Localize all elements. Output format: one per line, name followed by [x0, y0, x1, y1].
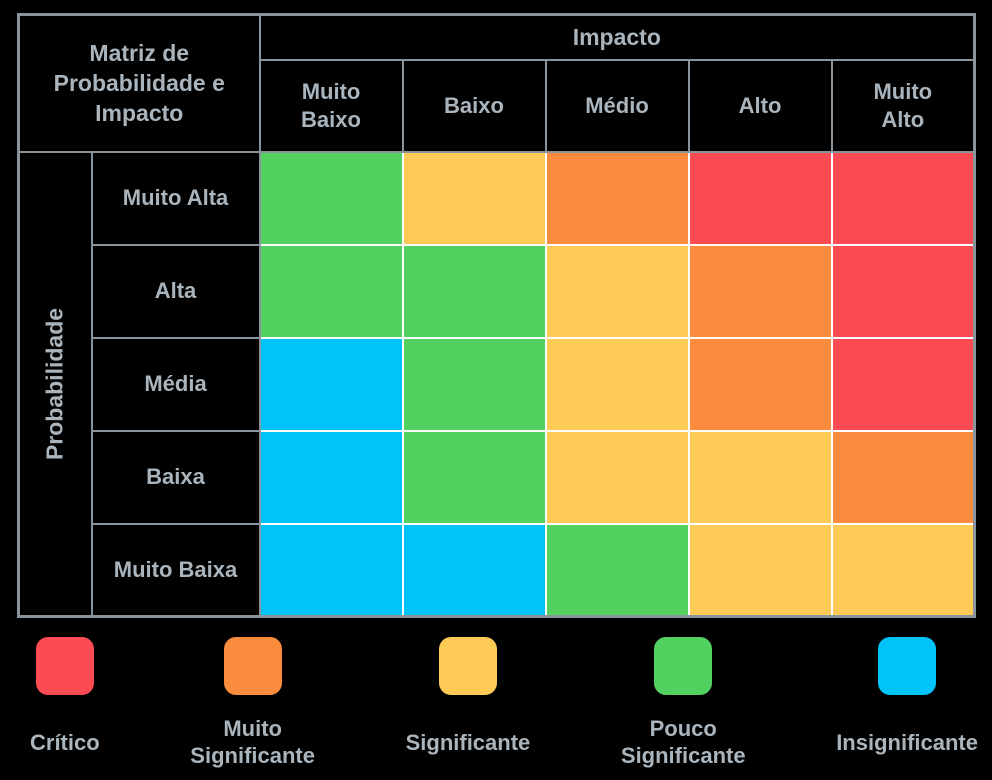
critico-swatch-icon	[35, 637, 94, 695]
probability-level-muito-alta: Muito Alta	[90, 150, 261, 246]
risk-cell-pouco-significante	[544, 522, 690, 618]
impact-level-medio: Médio	[544, 58, 690, 153]
probability-axis-label: Probabilidade	[41, 307, 68, 460]
legend-label: Pouco Significante	[620, 716, 746, 768]
impact-level-muito-alto: Muito Alto	[830, 58, 976, 153]
risk-cell-critico	[830, 150, 976, 246]
risk-cell-pouco-significante	[401, 243, 547, 339]
risk-cell-critico	[830, 243, 976, 339]
legend-item-muito-significante: Muito Significante	[173, 637, 333, 769]
probability-level-alta: Alta	[90, 243, 261, 339]
risk-cell-muito-significante	[830, 429, 976, 525]
legend-label: Muito Significante	[190, 716, 315, 768]
legend-item-insignificante: Insignificante	[836, 637, 978, 769]
legend-label: Significante	[405, 729, 531, 755]
probability-level-muito-baixa: Muito Baixa	[90, 522, 261, 618]
risk-cell-muito-significante	[687, 336, 833, 432]
risk-cell-significante	[544, 336, 690, 432]
legend-item-significante: Significante	[405, 637, 531, 769]
muito-significante-swatch-icon	[223, 637, 282, 695]
probability-level-media: Média	[90, 336, 261, 432]
legend-label: Crítico	[30, 729, 100, 755]
risk-cell-significante	[544, 243, 690, 339]
matrix-title: Matriz de Probabilidade e Impacto	[17, 13, 261, 153]
risk-cell-pouco-significante	[258, 243, 404, 339]
risk-cell-insignificante	[258, 429, 404, 525]
insignificante-swatch-icon	[878, 637, 937, 695]
risk-matrix-table: Matriz de Probabilidade e Impacto Impact…	[17, 13, 977, 618]
legend-item-critico: Crítico	[30, 637, 100, 769]
risk-cell-muito-significante	[544, 150, 690, 246]
impact-axis-header: Impacto	[258, 13, 976, 61]
risk-legend: Crítico Muito Significante Significante …	[0, 637, 992, 769]
significante-swatch-icon	[438, 637, 497, 695]
risk-cell-pouco-significante	[401, 336, 547, 432]
probability-axis-header: Probabilidade	[17, 150, 93, 618]
risk-cell-insignificante	[401, 522, 547, 618]
risk-cell-significante	[687, 522, 833, 618]
impact-level-alto: Alto	[687, 58, 833, 153]
risk-cell-critico	[687, 150, 833, 246]
legend-label: Insignificante	[836, 729, 978, 755]
risk-cell-significante	[830, 522, 976, 618]
impact-level-muito-baixo: Muito Baixo	[258, 58, 404, 153]
pouco-significante-swatch-icon	[654, 637, 713, 695]
legend-item-pouco-significante: Pouco Significante	[603, 637, 763, 769]
impact-level-baixo: Baixo	[401, 58, 547, 153]
risk-cell-significante	[544, 429, 690, 525]
risk-cell-critico	[830, 336, 976, 432]
risk-cell-pouco-significante	[258, 150, 404, 246]
risk-cell-muito-significante	[687, 243, 833, 339]
risk-cell-significante	[687, 429, 833, 525]
risk-cell-insignificante	[258, 336, 404, 432]
risk-cell-insignificante	[258, 522, 404, 618]
probability-level-baixa: Baixa	[90, 429, 261, 525]
risk-cell-significante	[401, 150, 547, 246]
risk-cell-pouco-significante	[401, 429, 547, 525]
